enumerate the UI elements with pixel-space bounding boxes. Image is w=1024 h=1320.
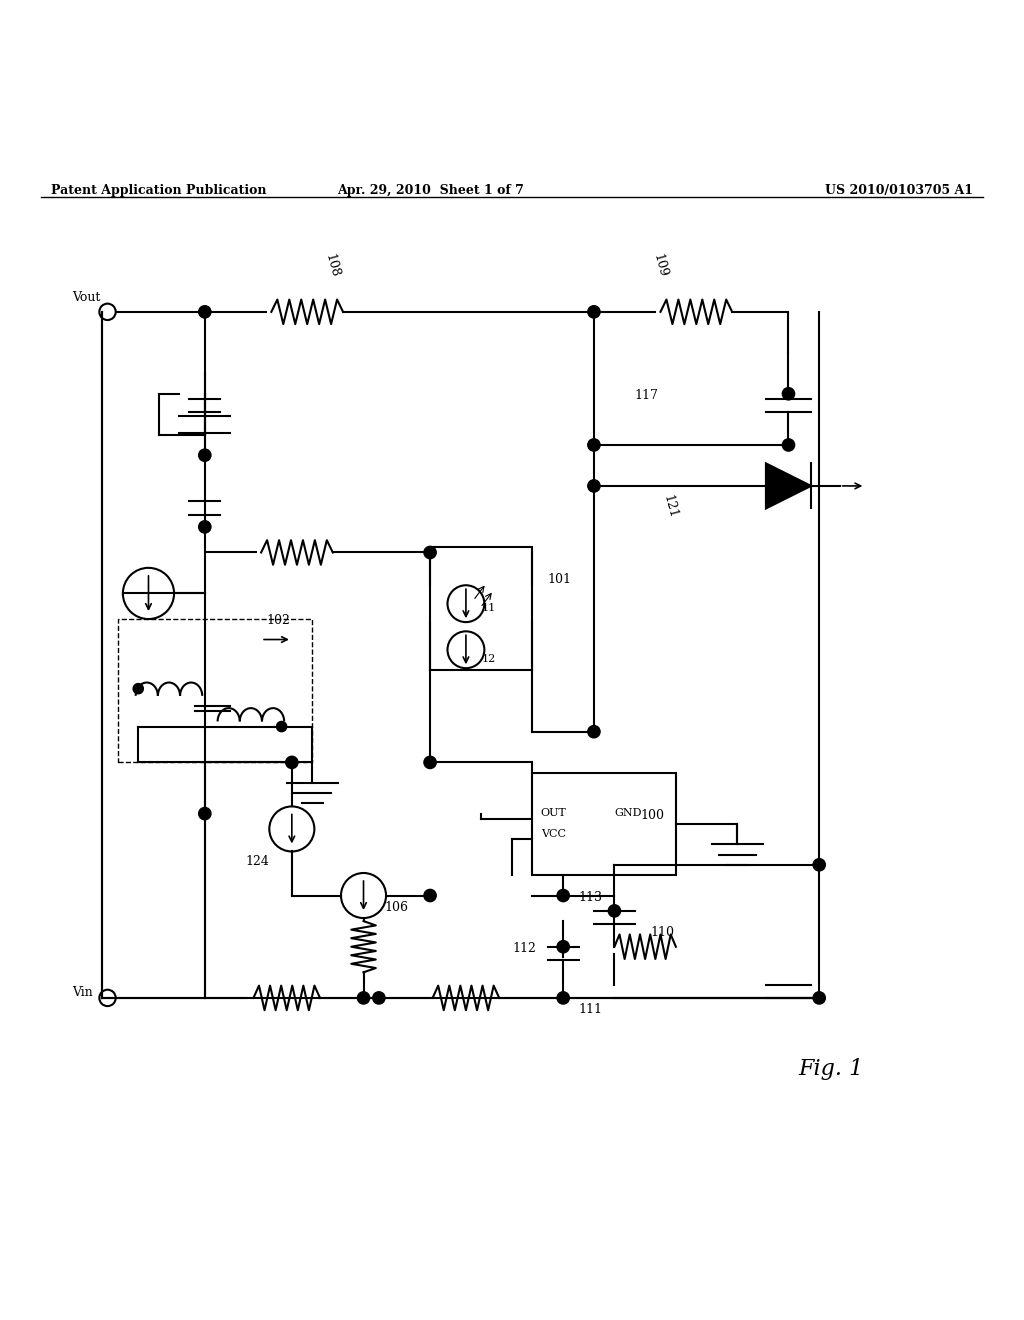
Text: US 2010/0103705 A1: US 2010/0103705 A1 xyxy=(824,183,973,197)
Circle shape xyxy=(133,684,143,694)
Circle shape xyxy=(782,438,795,451)
Bar xyxy=(118,619,312,763)
Text: 12: 12 xyxy=(481,653,496,664)
Circle shape xyxy=(286,756,298,768)
Text: Vin: Vin xyxy=(72,986,92,999)
Circle shape xyxy=(557,890,569,902)
Circle shape xyxy=(424,546,436,558)
Circle shape xyxy=(588,306,600,318)
Circle shape xyxy=(199,449,211,462)
Text: 121: 121 xyxy=(660,494,679,520)
Text: Vout: Vout xyxy=(72,290,100,304)
Text: 106: 106 xyxy=(384,900,408,913)
Circle shape xyxy=(813,858,825,871)
Circle shape xyxy=(373,991,385,1005)
Circle shape xyxy=(276,722,287,731)
Text: VCC: VCC xyxy=(541,829,565,840)
Circle shape xyxy=(813,991,825,1005)
Text: 117: 117 xyxy=(635,389,658,401)
Text: 111: 111 xyxy=(579,1003,602,1016)
Circle shape xyxy=(608,904,621,917)
Text: GND: GND xyxy=(614,808,642,818)
Text: 124: 124 xyxy=(246,855,269,867)
Text: 102: 102 xyxy=(266,614,290,627)
Text: OUT: OUT xyxy=(541,808,566,818)
Circle shape xyxy=(588,726,600,738)
Text: 108: 108 xyxy=(323,252,341,279)
Text: Apr. 29, 2010  Sheet 1 of 7: Apr. 29, 2010 Sheet 1 of 7 xyxy=(337,183,523,197)
Text: 113: 113 xyxy=(579,891,602,904)
Circle shape xyxy=(424,890,436,902)
Circle shape xyxy=(199,306,211,318)
Circle shape xyxy=(557,941,569,953)
Circle shape xyxy=(782,388,795,400)
Text: 101: 101 xyxy=(548,573,571,586)
Circle shape xyxy=(557,991,569,1005)
Circle shape xyxy=(357,991,370,1005)
Circle shape xyxy=(588,479,600,492)
Bar xyxy=(532,772,676,875)
Text: Fig. 1: Fig. 1 xyxy=(799,1057,864,1080)
Circle shape xyxy=(199,520,211,533)
Bar xyxy=(430,548,532,671)
Text: Patent Application Publication: Patent Application Publication xyxy=(51,183,266,197)
Text: 110: 110 xyxy=(650,927,674,940)
Circle shape xyxy=(424,756,436,768)
Circle shape xyxy=(588,438,600,451)
Text: 100: 100 xyxy=(640,809,664,822)
Text: 112: 112 xyxy=(512,942,536,954)
Circle shape xyxy=(199,808,211,820)
Text: 109: 109 xyxy=(650,252,669,279)
Text: 11: 11 xyxy=(481,603,496,612)
Polygon shape xyxy=(766,463,811,508)
